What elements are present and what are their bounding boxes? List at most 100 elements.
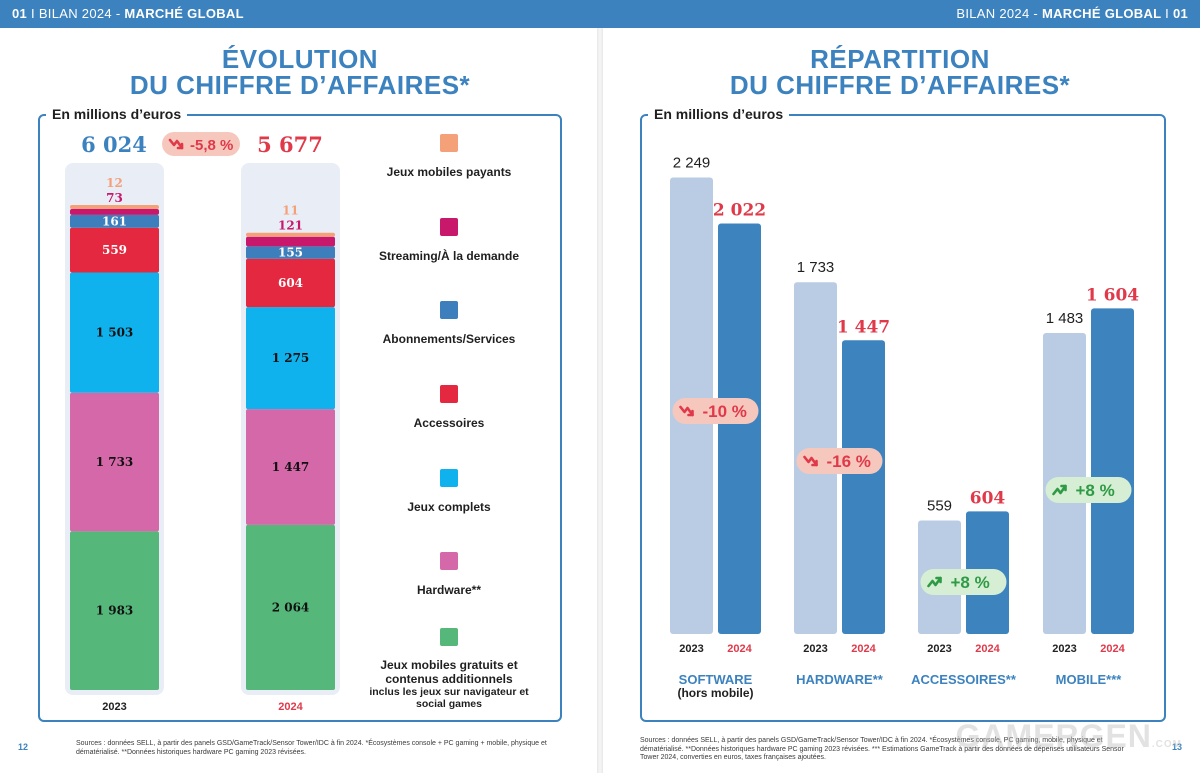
legend-swatch-4 <box>440 301 458 319</box>
year-label: 2023 <box>927 643 951 655</box>
segment-value-label: 1 983 <box>96 604 134 618</box>
right-title-line2: DU CHIFFRE D’AFFAIRES* <box>729 70 1071 100</box>
change-badge-text: -5,8 % <box>190 137 233 154</box>
value-label-2024: 604 <box>970 488 1006 508</box>
bar-segment-2023-4 <box>70 214 159 228</box>
bar-segment-2023-0 <box>70 531 159 690</box>
change-badge-text: -10 % <box>703 402 747 421</box>
legend-swatch-5 <box>440 218 458 236</box>
right-unit-label: En millions d’euros <box>648 106 790 122</box>
year-label: 2024 <box>975 643 1000 655</box>
header-left-page: 01 <box>12 6 28 21</box>
category-label: ACCESSOIRES** <box>911 672 1017 687</box>
header-left-section: MARCHÉ GLOBAL <box>124 6 244 21</box>
bar-segment-2024-4 <box>246 246 335 259</box>
legend-sublabel: inclus les jeux sur navigateur et <box>369 686 529 698</box>
right-chart-panel <box>640 114 1166 722</box>
right-page-title: RÉPARTITION DU CHIFFRE D’AFFAIRES* <box>640 46 1160 98</box>
trend-down-icon-head <box>176 142 184 150</box>
segment-value-label: 1 503 <box>96 326 134 340</box>
segment-value-label: 2 064 <box>272 600 310 614</box>
grouped-bar-chart: 2 249 2 022 2023 2024 SOFTWARE(hors mobile) -… <box>670 154 1139 700</box>
bar-segment-2023-6 <box>70 205 159 210</box>
legend-swatch-1 <box>440 552 458 570</box>
segment-value-label: 11 <box>282 204 299 218</box>
segment-value-label: 559 <box>102 243 127 257</box>
watermark-logo: GAMERGEN.COM <box>955 718 1182 754</box>
year-label: 2023 <box>679 643 703 655</box>
left-page-title: ÉVOLUTION DU CHIFFRE D’AFFAIRES* <box>40 46 560 98</box>
bar-segment-2024-0 <box>246 524 335 690</box>
bar-segment-2024-5 <box>246 236 335 247</box>
value-label-2023: 1 733 <box>797 259 835 276</box>
legend-swatch-6 <box>440 134 458 152</box>
left-chart-panel <box>38 114 562 722</box>
change-badge-text: +8 % <box>951 573 990 592</box>
category-sublabel: (hors mobile) <box>677 686 753 700</box>
header-left-title: BILAN 2024 - <box>38 6 121 21</box>
left-source-note: Sources : données SELL, à partir des pan… <box>76 740 547 756</box>
total-value-2023: 6 024 <box>81 132 147 157</box>
segment-value-label: 121 <box>278 219 303 233</box>
segment-value-label: 604 <box>278 276 303 290</box>
year-label-2024: 2024 <box>278 701 303 713</box>
bar-segment-2024-1 <box>246 409 335 525</box>
segment-value-label: 12 <box>106 176 123 190</box>
value-label-2023: 1 483 <box>1046 310 1084 327</box>
year-label-2023: 2023 <box>102 701 126 713</box>
year-label: 2024 <box>851 643 876 655</box>
header-right-title: BILAN 2024 - <box>956 6 1039 21</box>
trend-up-icon-head <box>935 576 942 584</box>
legend-label: contenus additionnels <box>385 672 513 686</box>
right-page-number: 13 <box>1172 742 1183 752</box>
header-left-separator: I <box>30 6 35 21</box>
page-gutter <box>597 28 603 773</box>
trend-down-icon <box>168 138 184 150</box>
segment-value-label: 155 <box>278 246 303 260</box>
trend-up-icon <box>927 576 942 588</box>
top-header-bar: 01 I BILAN 2024 - MARCHÉ GLOBAL BILAN 20… <box>0 0 1200 28</box>
year-label: 2024 <box>1100 643 1125 655</box>
value-label-2023: 2 249 <box>673 154 711 171</box>
legend-swatch-0 <box>440 628 458 646</box>
bar-segment-2024-3 <box>246 258 335 308</box>
change-badge <box>1045 477 1132 503</box>
legend-label: Jeux complets <box>407 500 491 514</box>
value-label-2023: 559 <box>927 498 952 515</box>
trend-down-icon <box>679 405 694 417</box>
right-title-line1: RÉPARTITION <box>810 44 990 74</box>
left-title-line1: ÉVOLUTION <box>221 44 379 74</box>
trend-up-icon <box>1052 484 1067 496</box>
trend-down-icon-head <box>811 459 818 467</box>
bar-segment-2024-6 <box>246 232 335 237</box>
header-right: BILAN 2024 - MARCHÉ GLOBAL I 01 <box>956 6 1188 21</box>
bar-segment-2023-5 <box>70 209 159 215</box>
legend-label: Abonnements/Services <box>383 332 516 346</box>
change-badge <box>672 398 759 424</box>
change-badge-text: +8 % <box>1076 481 1115 500</box>
trend-down-icon-head <box>687 409 694 417</box>
trend-up-icon-head <box>1060 484 1067 492</box>
left-page-number: 12 <box>18 742 29 752</box>
bar-segment-2023-2 <box>70 272 159 393</box>
bar-2024-0 <box>718 223 761 634</box>
change-badge <box>162 132 240 156</box>
legend-label: Hardware** <box>417 583 481 597</box>
change-badge-text: -16 % <box>827 452 871 471</box>
right-source-note: Sources : données SELL, à partir des pan… <box>640 737 1124 761</box>
category-label: HARDWARE** <box>796 672 884 687</box>
year-label: 2024 <box>727 643 752 655</box>
legend-swatch-3 <box>440 385 458 403</box>
bar-segment-2024-2 <box>246 307 335 410</box>
bar-2024-1 <box>842 340 885 634</box>
left-unit-label: En millions d’euros <box>46 106 188 122</box>
total-value-2024: 5 677 <box>257 132 323 157</box>
segment-value-label: 161 <box>102 214 127 228</box>
category-label: MOBILE*** <box>1056 672 1123 687</box>
segment-value-label: 1 733 <box>96 455 134 469</box>
legend-sublabel: social games <box>416 698 482 710</box>
legend-label: Streaming/À la demande <box>379 248 519 263</box>
header-right-page: 01 <box>1172 6 1188 21</box>
year-label: 2023 <box>803 643 827 655</box>
